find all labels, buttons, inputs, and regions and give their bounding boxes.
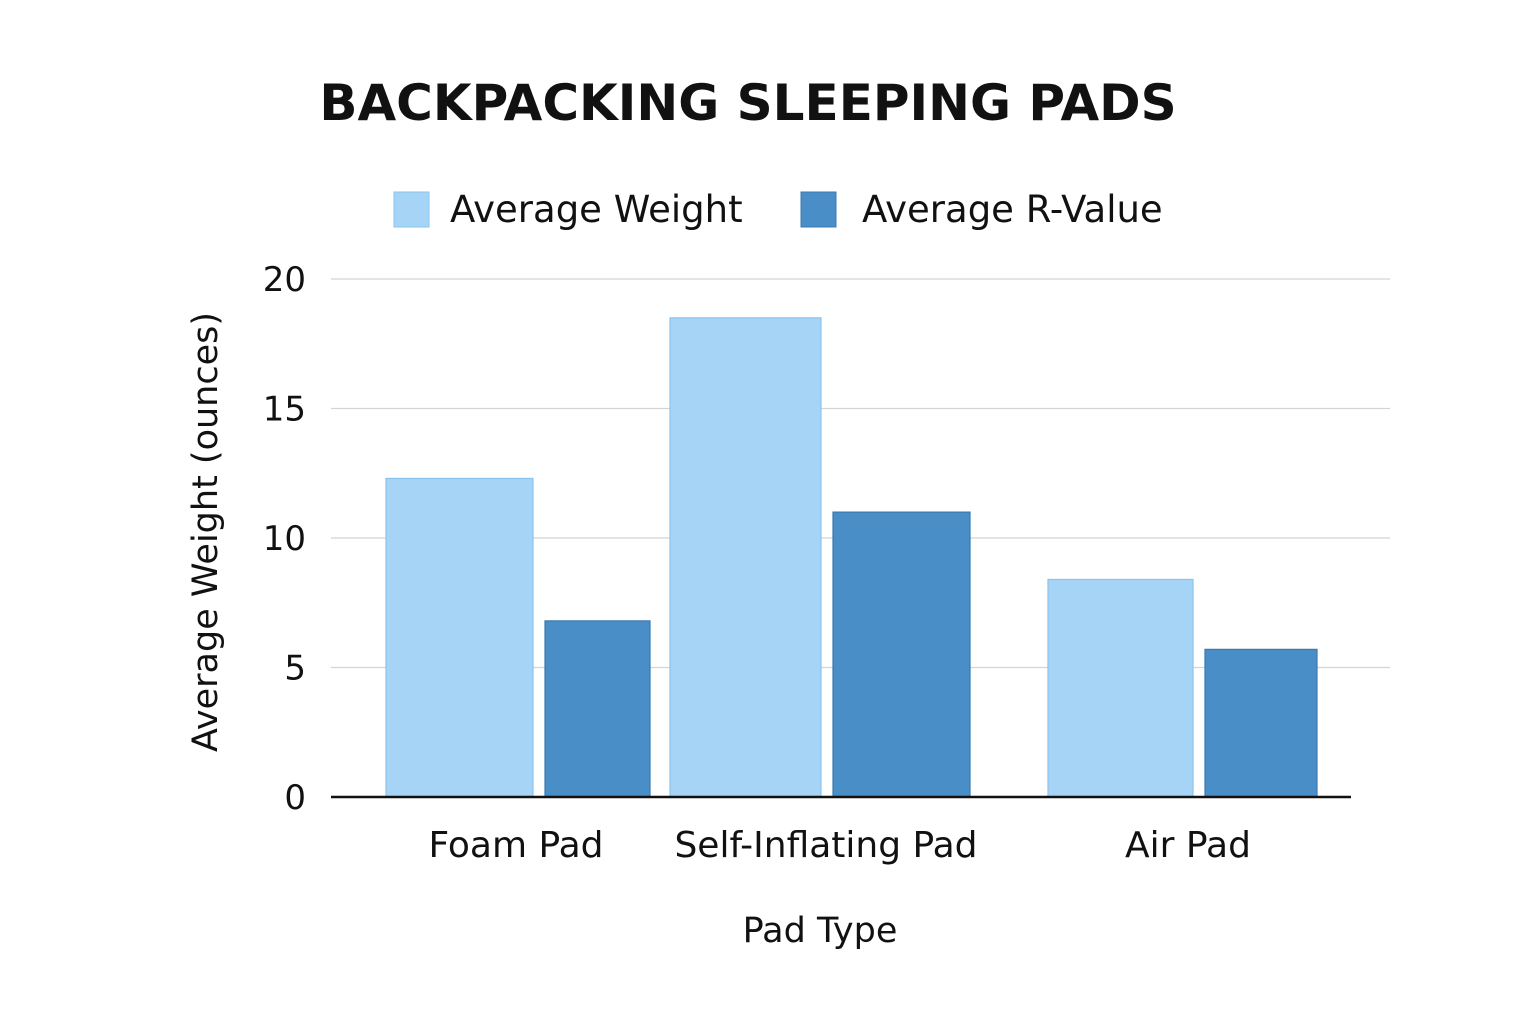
chart-title: BACKPACKING SLEEPING PADS [319,74,1176,132]
x-tick-air-pad: Air Pad [1125,825,1251,866]
bar-air-pad-average-weight [1047,578,1194,798]
legend-label-average-weight: Average Weight [450,188,743,231]
bar-self-inflating-pad-average-r-value [832,511,971,798]
legend: Average Weight Average R-Value [393,188,1163,231]
bars [385,317,1318,798]
y-tick-label-20: 20 [263,260,306,300]
y-tick-label-0: 0 [284,778,306,818]
x-tick-self-inflating-pad: Self-Inflating Pad [674,825,977,866]
y-axis-ticks: 0 5 10 15 20 [263,260,306,818]
bar-air-pad-average-r-value [1204,648,1318,798]
x-tick-foam-pad: Foam Pad [428,825,603,866]
bar-foam-pad-average-weight [385,477,534,798]
y-axis-label: Average Weight (ounces) [186,312,226,752]
legend-swatch-average-r-value [800,191,837,228]
legend-label-average-r-value: Average R-Value [862,188,1163,231]
legend-swatch-average-weight [393,191,430,228]
x-axis-label: Pad Type [743,911,898,951]
y-tick-label-10: 10 [263,519,306,559]
y-tick-label-5: 5 [284,649,306,689]
bar-foam-pad-average-r-value [544,620,651,798]
y-tick-label-15: 15 [263,390,306,430]
bar-self-inflating-pad-average-weight [669,317,822,798]
